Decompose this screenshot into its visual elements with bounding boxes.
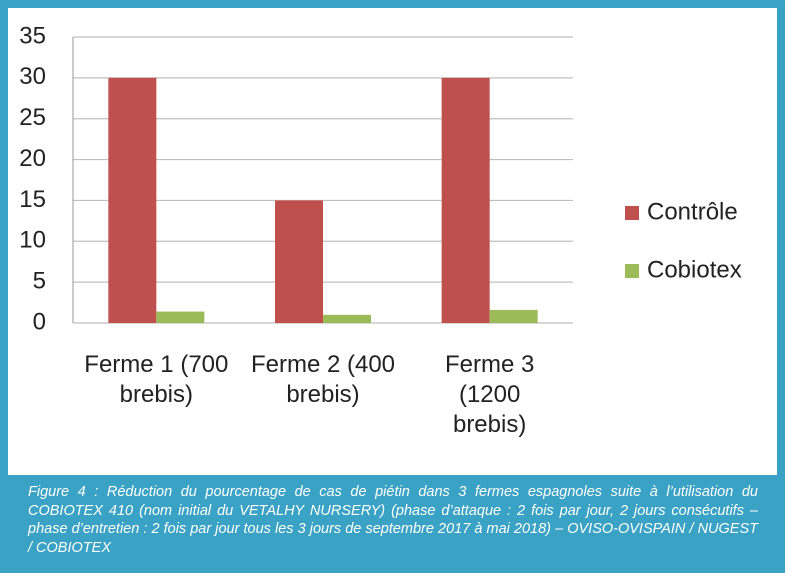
bar xyxy=(441,77,490,323)
bar xyxy=(275,200,323,323)
legend-swatch xyxy=(625,206,639,220)
y-tick-label: 25 xyxy=(19,104,46,131)
legend-swatch xyxy=(625,264,639,278)
chart: 0 5 10 15 20 25 30 35 Contrôle Cobiotex xyxy=(19,22,742,335)
legend-label: Cobiotex xyxy=(647,256,742,283)
bar xyxy=(156,311,205,323)
y-tick-label: 20 xyxy=(19,145,46,172)
bar xyxy=(489,309,538,323)
bar xyxy=(323,314,371,323)
bar xyxy=(108,77,157,323)
y-tick-label: 15 xyxy=(19,186,46,213)
legend-label: Contrôle xyxy=(647,198,738,225)
y-tick-label: 0 xyxy=(33,308,46,335)
x-tick-label: Ferme 2 (400 brebis) xyxy=(250,351,396,408)
x-tick-label: Ferme 1 (700 brebis) xyxy=(84,351,229,408)
y-tick-label: 35 xyxy=(19,22,46,49)
y-tick-label: 30 xyxy=(19,63,46,90)
y-tick-label: 10 xyxy=(19,227,46,254)
caption: Figure 4 : Réduction du pourcentage de c… xyxy=(28,484,758,556)
x-tick-label: Ferme 3 (1200 brebis) xyxy=(444,351,535,438)
y-tick-label: 5 xyxy=(33,267,46,294)
